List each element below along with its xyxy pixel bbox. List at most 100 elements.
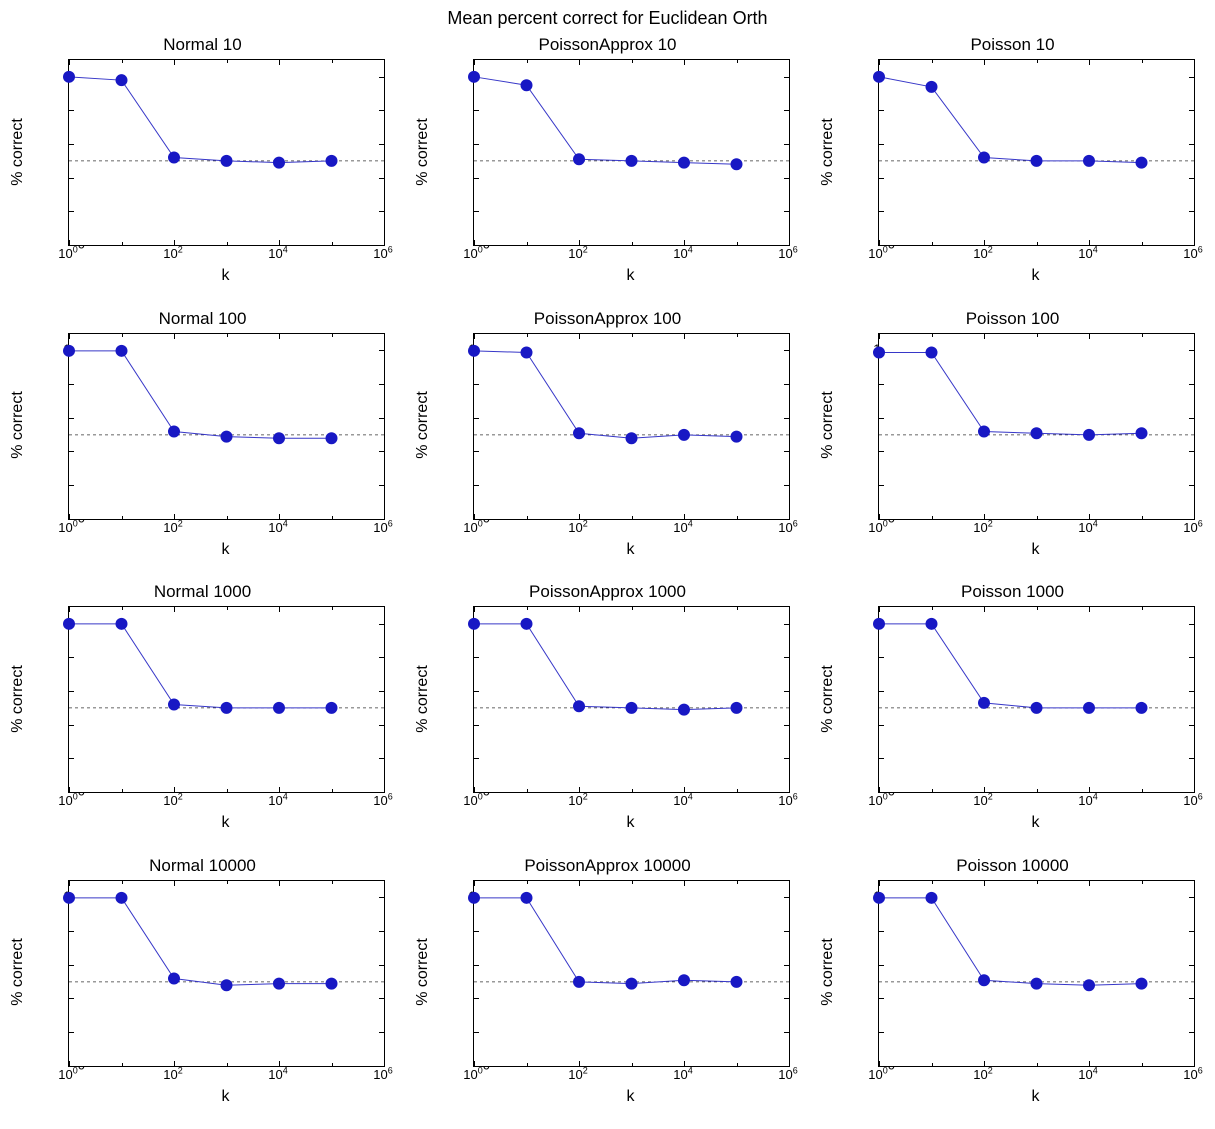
data-marker — [874, 347, 885, 358]
x-tick-label: 102 — [568, 793, 587, 808]
axes-box — [68, 59, 385, 246]
x-tick-label: 100 — [868, 520, 887, 535]
series-line — [474, 350, 737, 437]
data-marker — [274, 157, 285, 168]
data-marker — [1084, 429, 1095, 440]
x-tick-label: 104 — [268, 246, 287, 261]
plot-svg — [474, 60, 789, 245]
data-marker — [731, 431, 742, 442]
x-tick-label: 100 — [58, 246, 77, 261]
x-tick-label: 100 — [868, 793, 887, 808]
x-tick-label: 106 — [778, 793, 797, 808]
x-tick-label: 106 — [1183, 1067, 1202, 1082]
x-tick-label: 106 — [1183, 246, 1202, 261]
data-marker — [64, 892, 75, 903]
series-line — [879, 624, 1142, 708]
data-marker — [469, 345, 480, 356]
x-tick-label: 100 — [868, 246, 887, 261]
x-tick-label: 102 — [973, 793, 992, 808]
figure-suptitle: Mean percent correct for Euclidean Orth — [0, 8, 1215, 29]
data-marker — [626, 155, 637, 166]
data-marker — [469, 618, 480, 629]
subplot-title: Poisson 10000 — [810, 856, 1215, 876]
data-marker — [926, 618, 937, 629]
axes-box — [68, 606, 385, 793]
x-axis-label: k — [68, 814, 383, 832]
x-tick-label: 102 — [163, 793, 182, 808]
data-marker — [221, 155, 232, 166]
data-marker — [874, 618, 885, 629]
subplot: Poisson 100% correct02040608010010010210… — [810, 309, 1215, 583]
data-marker — [679, 974, 690, 985]
plot-svg — [879, 881, 1194, 1066]
x-tick-label: 104 — [268, 793, 287, 808]
data-marker — [926, 347, 937, 358]
series-line — [474, 77, 737, 164]
data-marker — [1136, 427, 1147, 438]
data-marker — [521, 80, 532, 91]
data-marker — [521, 618, 532, 629]
plot-svg — [69, 881, 384, 1066]
x-tick-label: 106 — [373, 793, 392, 808]
axes-box — [473, 333, 790, 520]
x-axis-label: k — [68, 541, 383, 559]
subplot: Normal 1000% correct02040608010010010210… — [0, 582, 405, 856]
plot-svg — [69, 334, 384, 519]
data-marker — [116, 892, 127, 903]
x-tick-label: 102 — [568, 520, 587, 535]
data-marker — [1136, 978, 1147, 989]
data-marker — [169, 973, 180, 984]
x-tick-label: 102 — [163, 520, 182, 535]
subplot: Poisson 1000% correct0204060801001001021… — [810, 582, 1215, 856]
data-marker — [1031, 702, 1042, 713]
axes-box — [878, 880, 1195, 1067]
series-line — [879, 897, 1142, 984]
data-marker — [626, 432, 637, 443]
data-marker — [574, 427, 585, 438]
series-line — [69, 350, 332, 437]
x-tick-label: 102 — [163, 1067, 182, 1082]
data-marker — [679, 429, 690, 440]
subplot-title: PoissonApprox 10 — [405, 35, 810, 55]
plot-svg — [474, 881, 789, 1066]
x-tick-label: 100 — [58, 793, 77, 808]
data-marker — [1136, 157, 1147, 168]
data-marker — [574, 976, 585, 987]
data-marker — [326, 978, 337, 989]
x-tick-label: 104 — [1078, 246, 1097, 261]
x-tick-label: 106 — [1183, 793, 1202, 808]
subplot-title: PoissonApprox 1000 — [405, 582, 810, 602]
data-marker — [979, 426, 990, 437]
series-line — [69, 77, 332, 163]
x-axis-label: k — [878, 541, 1193, 559]
plot-svg — [69, 607, 384, 792]
data-marker — [979, 697, 990, 708]
axes-box — [878, 333, 1195, 520]
x-tick-label: 100 — [463, 1067, 482, 1082]
series-line — [474, 624, 737, 710]
data-marker — [679, 157, 690, 168]
subplot-title: Normal 100 — [0, 309, 405, 329]
data-marker — [626, 978, 637, 989]
x-axis-label: k — [878, 814, 1193, 832]
data-marker — [926, 892, 937, 903]
x-tick-label: 106 — [373, 246, 392, 261]
subplot-title: PoissonApprox 10000 — [405, 856, 810, 876]
data-marker — [326, 702, 337, 713]
x-tick-label: 102 — [568, 1067, 587, 1082]
subplot: PoissonApprox 10% correct020406080100100… — [405, 35, 810, 309]
subplot: PoissonApprox 1000% correct0204060801001… — [405, 582, 810, 856]
subplot-title: Poisson 10 — [810, 35, 1215, 55]
data-marker — [1084, 979, 1095, 990]
x-tick-label: 100 — [463, 793, 482, 808]
x-axis-label: k — [68, 1088, 383, 1106]
subplot: Normal 10% correct0204060801001001021041… — [0, 35, 405, 309]
x-tick-label: 100 — [58, 1067, 77, 1082]
subplot: PoissonApprox 10000% correct020406080100… — [405, 856, 810, 1129]
axes-box — [473, 606, 790, 793]
x-axis-label: k — [473, 267, 788, 285]
data-marker — [64, 71, 75, 82]
data-marker — [731, 976, 742, 987]
series-line — [879, 77, 1142, 163]
data-marker — [326, 155, 337, 166]
